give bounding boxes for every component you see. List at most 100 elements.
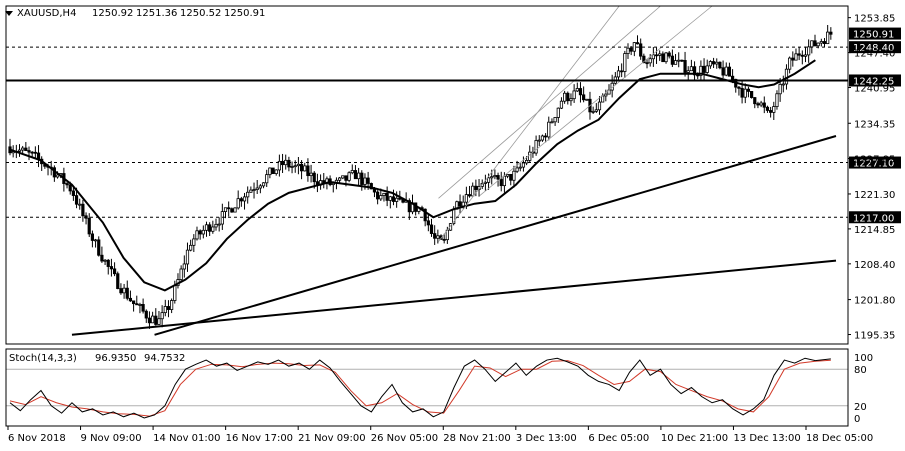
current-price-label: 1250.91 [853, 30, 894, 41]
candle-body [708, 61, 713, 67]
candle-body [553, 117, 557, 123]
candle-body [689, 66, 693, 72]
candle-body [426, 220, 430, 226]
candle-body [353, 170, 358, 180]
candle-body [299, 163, 304, 172]
candle-body [696, 74, 700, 77]
candle-body [303, 165, 307, 172]
candle-body [632, 42, 636, 52]
candle-body [721, 67, 725, 76]
candle-body [822, 41, 827, 45]
candle-body [258, 185, 262, 189]
candle-body [724, 66, 728, 76]
candle-body [265, 174, 269, 184]
candle-body [182, 263, 186, 270]
candle-body [829, 31, 833, 35]
candle-body [220, 211, 224, 225]
candle-body [100, 254, 104, 262]
candle-body [204, 224, 209, 231]
candle-body [290, 166, 294, 168]
candle-body [55, 174, 60, 178]
candle-body [648, 58, 652, 64]
candle-body [242, 196, 247, 202]
candle-body [78, 203, 82, 206]
price-tick-label: 1221.30 [854, 190, 895, 201]
candle-body [746, 88, 751, 92]
candle-body [433, 233, 437, 239]
time-tick-label: 14 Nov 01:00 [153, 433, 220, 444]
candle-body [68, 184, 72, 192]
candle-body [807, 46, 811, 56]
candle-body [528, 151, 532, 161]
candle-body [157, 318, 161, 325]
stochastic-panel[interactable] [6, 357, 848, 419]
candle-body [27, 150, 31, 153]
candle-body [711, 61, 716, 65]
candle-body [575, 88, 579, 92]
level-label-1242.25: 1242.25 [853, 76, 894, 87]
candle-body [750, 91, 754, 98]
candle-body [116, 273, 120, 289]
candle-body [429, 224, 434, 234]
candle-body [550, 121, 554, 124]
candle-body [296, 163, 301, 167]
trendline-2 [71, 259, 837, 336]
price-tick-label: 1240.95 [854, 84, 895, 95]
candle-body [651, 54, 655, 60]
candle-body [727, 66, 732, 77]
candle-body [797, 53, 801, 56]
level-tag-1248.40 [849, 41, 901, 54]
candle-body [144, 310, 148, 319]
candle-body [493, 175, 497, 178]
candle-body [357, 172, 361, 180]
candle-body [366, 177, 370, 184]
level-tag-1217.00 [849, 211, 901, 224]
candle-body [661, 53, 665, 63]
candle-body [293, 165, 297, 168]
candles-group [8, 24, 833, 329]
candle-body [74, 195, 79, 205]
candle-body [559, 100, 564, 109]
candle-body [106, 259, 110, 267]
candle-body [461, 201, 465, 207]
trendline-1 [154, 135, 837, 336]
candle-body [363, 177, 367, 185]
candle-body [616, 70, 621, 78]
stochastic-header: Stoch(14,3,3) 96.9350 94.7532 [9, 353, 185, 364]
time-tick-label: 28 Nov 21:00 [443, 433, 510, 444]
candle-body [211, 226, 215, 232]
level-tag-1227.10 [849, 156, 901, 169]
price-tick-label: 1195.35 [854, 331, 895, 342]
candle-body [791, 57, 795, 61]
candle-body [166, 306, 171, 310]
time-tick-label: 6 Nov 2018 [8, 433, 66, 444]
candle-body [312, 172, 316, 183]
collapse-triangle-icon[interactable] [5, 11, 13, 16]
candle-body [436, 235, 440, 239]
candle-body [670, 55, 674, 65]
main-price-panel[interactable] [6, 5, 848, 336]
candle-body [236, 198, 240, 209]
candle-body [467, 194, 472, 197]
candle-body [198, 230, 202, 235]
candle-body [540, 135, 545, 141]
candle-body [715, 61, 719, 65]
channel-line-1 [438, 5, 620, 242]
stochastic-k-value: 96.9350 [95, 353, 136, 364]
level-tag-1242.25 [849, 74, 901, 87]
candle-body [395, 197, 399, 202]
candle-body [347, 172, 351, 181]
candle-body [33, 151, 37, 154]
candle-body [486, 177, 491, 183]
candle-body [654, 54, 659, 57]
candle-body [490, 176, 494, 179]
oscillator-tick-label: 20 [854, 402, 867, 413]
candle-body [692, 66, 697, 76]
candle-body [569, 98, 573, 102]
candle-body [765, 106, 770, 111]
candle-body [385, 192, 389, 201]
candle-body [756, 103, 760, 106]
ohlc-low: 1250.52 [180, 8, 221, 19]
channel-line-2 [438, 5, 661, 199]
